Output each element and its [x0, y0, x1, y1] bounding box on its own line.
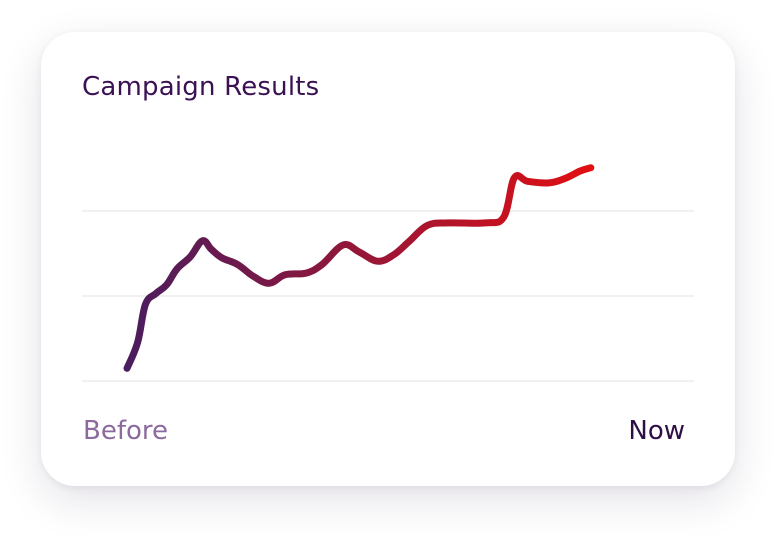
card-title: Campaign Results	[82, 72, 320, 102]
series-line-0	[123, 164, 595, 372]
results-line-chart	[82, 164, 694, 382]
series-layer	[123, 164, 595, 372]
end-label: Now	[628, 416, 685, 446]
gridlines	[82, 210, 694, 382]
campaign-results-card: Campaign Results Before Now	[41, 32, 735, 486]
start-label: Before	[83, 416, 169, 446]
